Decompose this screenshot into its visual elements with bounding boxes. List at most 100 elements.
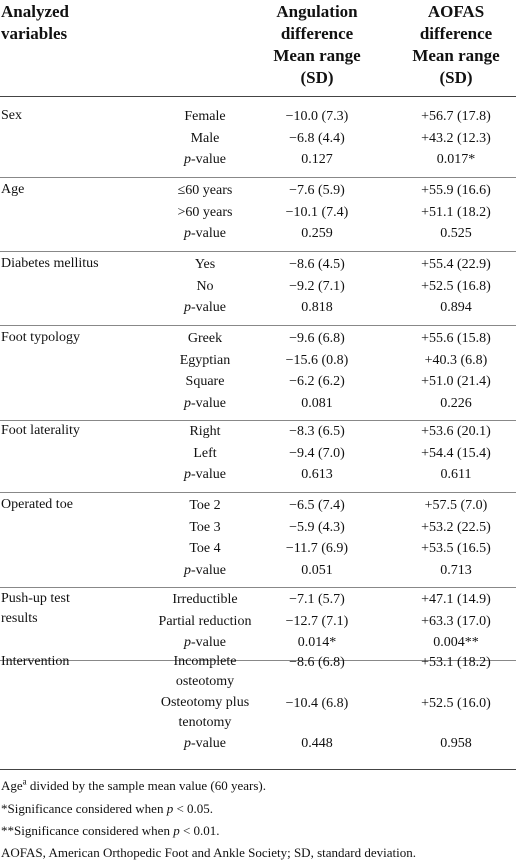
- cell-aofas: +56.7 (17.8): [421, 109, 491, 124]
- cell-aofas: +43.2 (12.3): [421, 130, 491, 146]
- group-label-text: Sex: [1, 108, 22, 123]
- row-level: Left: [193, 445, 217, 461]
- table-row: Female −10.0 (7.3) +56.7 (17.8): [0, 106, 516, 127]
- cell-aofas: +47.1 (14.9): [421, 592, 491, 607]
- row-level: >60 years: [177, 204, 233, 220]
- table-row: p-value 0.259 0.525: [0, 223, 516, 244]
- cell-aofas: 0.958: [440, 736, 472, 751]
- cell-aofas: 0.226: [440, 395, 472, 411]
- footnote-age: Agea divided by the sample mean value (6…: [1, 777, 266, 795]
- table-row: p-value 0.051 0.713: [0, 560, 516, 581]
- row-level: Female: [184, 109, 226, 124]
- table-row: Greek −9.6 (6.8) +55.6 (15.8): [0, 328, 516, 349]
- cell-angulation: −10.4 (6.8): [285, 695, 349, 711]
- group-label-text: Foot typology: [1, 330, 80, 345]
- header-text: variables: [1, 24, 68, 43]
- header-text: Mean range: [273, 46, 361, 65]
- header-text: (SD): [300, 68, 334, 87]
- footnote-text: divided by the sample mean value (60 yea…: [26, 778, 267, 793]
- row-level: p-value: [184, 226, 226, 241]
- cell-angulation: 0.259: [301, 226, 333, 241]
- group-label: Foot laterality: [1, 421, 80, 441]
- cell-aofas: +63.3 (17.0): [421, 613, 491, 629]
- table-row: Partial reduction −12.7 (7.1) +63.3 (17.0): [0, 611, 516, 632]
- table-group: Diabetes mellitus Yes −8.6 (4.5) +55.4 (22.…: [0, 254, 516, 326]
- footnote-text: < 0.01.: [179, 823, 220, 838]
- table-header: Analyzed variables Angulation difference…: [0, 0, 516, 97]
- group-label: Foot typology: [1, 328, 80, 348]
- cell-angulation: −5.9 (4.3): [289, 519, 345, 535]
- row-level: p-value: [184, 395, 226, 411]
- footnote-text: Age: [1, 778, 23, 793]
- group-label: Push-up test results: [1, 589, 70, 629]
- row-level: p-value: [184, 736, 226, 751]
- cell-angulation: −10.0 (7.3): [285, 109, 349, 124]
- cell-aofas: +40.3 (6.8): [424, 352, 488, 368]
- cell-aofas: 0.525: [440, 226, 472, 241]
- row-level: Square: [185, 374, 225, 389]
- row-level-text: osteotomy: [175, 674, 235, 689]
- footnote-text: **Significance considered when: [1, 823, 174, 838]
- table-row: p-value 0.818 0.894: [0, 297, 516, 318]
- table-row: Toe 4 −11.7 (6.9) +53.5 (16.5): [0, 538, 516, 559]
- cell-aofas: +53.5 (16.5): [421, 541, 491, 556]
- cell-angulation: −6.2 (6.2): [289, 374, 345, 389]
- cell-angulation: −8.6 (4.5): [289, 257, 345, 272]
- row-level: ≤60 years: [177, 183, 233, 198]
- row-level-text: Osteotomy plus: [160, 694, 250, 710]
- cell-angulation: −9.2 (7.1): [289, 278, 345, 294]
- table-row: ≤60 years −7.6 (5.9) +55.9 (16.6): [0, 180, 516, 201]
- header-analyzed-variables: Analyzed variables: [1, 1, 69, 45]
- cell-aofas: +52.5 (16.0): [421, 695, 491, 711]
- table-row: >60 years −10.1 (7.4) +51.1 (18.2): [0, 202, 516, 223]
- cell-angulation: 0.127: [301, 152, 333, 167]
- group-label-text: Diabetes mellitus: [1, 256, 99, 271]
- header-text: (SD): [439, 68, 473, 87]
- table-group: Intervention Incomplete osteotomy −8.6 (6.8…: [0, 652, 516, 761]
- cell-aofas: +55.4 (22.9): [421, 257, 491, 272]
- row-level-text: tenotomy: [178, 714, 232, 730]
- cell-angulation: −7.6 (5.9): [289, 183, 345, 198]
- cell-aofas: +54.4 (15.4): [421, 445, 491, 461]
- header-text: difference: [280, 24, 354, 43]
- table-row: Egyptian −15.6 (0.8) +40.3 (6.8): [0, 350, 516, 371]
- group-label: Diabetes mellitus: [1, 254, 99, 274]
- footnote-significance-005: *Significance considered when p < 0.05.: [1, 800, 213, 818]
- cell-angulation: −7.1 (5.7): [289, 592, 345, 607]
- cell-aofas: 0.004**: [433, 635, 479, 650]
- cell-angulation: −8.3 (6.5): [289, 424, 345, 439]
- cell-aofas: +53.2 (22.5): [421, 519, 491, 535]
- cell-angulation: 0.014*: [297, 635, 337, 650]
- cell-angulation: −6.8 (4.4): [289, 130, 345, 146]
- row-level: Toe 4: [189, 541, 221, 556]
- group-label: Intervention: [1, 652, 69, 672]
- row-level: Right: [189, 424, 221, 439]
- cell-aofas: +53.6 (20.1): [421, 424, 491, 439]
- table-group: Foot laterality Right −8.3 (6.5) +53.6 (20.…: [0, 421, 516, 493]
- table-row: Square −6.2 (6.2) +51.0 (21.4): [0, 371, 516, 392]
- table-group: Push-up test results Irreductible −7.1 (5.7…: [0, 589, 516, 661]
- cell-angulation: 0.818: [301, 300, 333, 315]
- table-row: p-value 0.448 0.958: [0, 733, 516, 754]
- cell-aofas: +57.5 (7.0): [424, 498, 488, 513]
- row-level: No: [196, 278, 214, 294]
- table-row: Incomplete osteotomy −8.6 (6.8) +53.1 (18.2…: [0, 652, 516, 689]
- table-row: p-value 0.014* 0.004**: [0, 632, 516, 653]
- row-level: p-value: [184, 467, 226, 482]
- footnote-italic: p: [166, 801, 174, 816]
- cell-aofas: +55.6 (15.8): [421, 331, 491, 346]
- footnote-significance-001: **Significance considered when p < 0.01.: [1, 822, 220, 840]
- cell-angulation: 0.613: [301, 467, 333, 482]
- group-label-text: results: [1, 611, 38, 626]
- row-level: p-value: [184, 562, 226, 578]
- table-group: Age ≤60 years −7.6 (5.9) +55.9 (16.6) >60 ye…: [0, 180, 516, 252]
- cell-angulation: −15.6 (0.8): [285, 352, 349, 368]
- footnote-text: *Significance considered when: [1, 801, 167, 816]
- table-row: Yes −8.6 (4.5) +55.4 (22.9): [0, 254, 516, 275]
- cell-aofas: +52.5 (16.8): [421, 278, 491, 294]
- row-level-text: Incomplete: [173, 654, 237, 669]
- table-row: p-value 0.127 0.017*: [0, 149, 516, 170]
- cell-angulation: 0.448: [301, 736, 333, 751]
- cell-aofas: +55.9 (16.6): [421, 183, 491, 198]
- row-level: Yes: [194, 257, 216, 272]
